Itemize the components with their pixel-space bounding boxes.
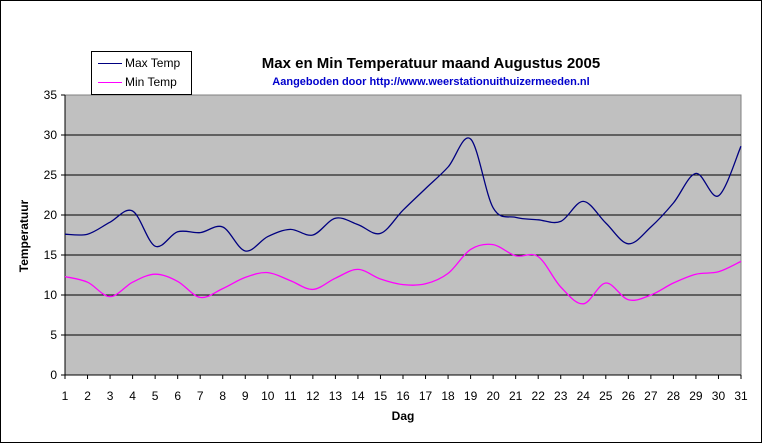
x-tick-label-1: 1 [62, 389, 69, 403]
legend-label-max: Max Temp [125, 56, 181, 70]
x-tick-label-20: 20 [486, 389, 500, 403]
plot-area [64, 94, 742, 376]
x-tick-label-28: 28 [667, 389, 681, 403]
x-axis-label: Dag [391, 409, 415, 423]
y-tick-label-10: 10 [44, 288, 58, 302]
x-tick-label-4: 4 [129, 389, 136, 403]
y-tick-label-25: 25 [44, 168, 58, 182]
x-tick-label-29: 29 [689, 389, 703, 403]
x-tick-label-3: 3 [107, 389, 114, 403]
legend-item-min: Min Temp [92, 74, 191, 90]
legend: Max Temp Min Temp [91, 51, 192, 95]
series-lines [64, 137, 742, 305]
x-tick-label-5: 5 [152, 389, 159, 403]
legend-item-max: Max Temp [92, 55, 191, 71]
y-tick-label-5: 5 [50, 328, 57, 342]
x-tick-label-7: 7 [197, 389, 204, 403]
x-tick-label-8: 8 [219, 389, 226, 403]
gridlines [65, 134, 741, 336]
y-tick-label-0: 0 [50, 368, 57, 382]
x-tick-label-13: 13 [329, 389, 343, 403]
x-tick-label-9: 9 [242, 389, 249, 403]
y-tick-label-15: 15 [44, 248, 58, 262]
x-tick-label-31: 31 [734, 389, 748, 403]
legend-label-min: Min Temp [125, 75, 177, 89]
x-tick-label-14: 14 [351, 389, 365, 403]
x-tick-label-22: 22 [532, 389, 546, 403]
x-tick-label-27: 27 [644, 389, 658, 403]
x-tick-label-21: 21 [509, 389, 523, 403]
x-tick-label-18: 18 [441, 389, 455, 403]
x-tick-label-6: 6 [174, 389, 181, 403]
y-tick-label-35: 35 [44, 88, 58, 102]
x-tick-label-30: 30 [712, 389, 726, 403]
chart-title: Max en Min Temperatuur maand Augustus 20… [261, 55, 601, 72]
x-tick-label-23: 23 [554, 389, 568, 403]
y-tick-label-20: 20 [44, 208, 58, 222]
x-tick-label-11: 11 [284, 389, 297, 403]
x-tick-label-10: 10 [261, 389, 275, 403]
series-line-min-temp [64, 243, 742, 305]
legend-swatch-max [98, 63, 122, 64]
x-tick-label-17: 17 [419, 389, 433, 403]
x-tick-label-25: 25 [599, 389, 613, 403]
y-axis-label: Temperatuur [17, 199, 31, 273]
x-tick-label-19: 19 [464, 389, 478, 403]
x-tick-label-24: 24 [577, 389, 591, 403]
x-tick-label-16: 16 [396, 389, 410, 403]
x-tick-label-2: 2 [84, 389, 91, 403]
legend-swatch-min [98, 82, 122, 83]
y-tick-label-30: 30 [44, 128, 58, 142]
series-line-max-temp [64, 137, 742, 252]
x-tick-label-26: 26 [622, 389, 636, 403]
chart-subtitle: Aangeboden door http://www.weerstationui… [272, 76, 590, 88]
x-tick-label-12: 12 [306, 389, 320, 403]
x-tick-label-15: 15 [374, 389, 388, 403]
axes [61, 94, 742, 379]
